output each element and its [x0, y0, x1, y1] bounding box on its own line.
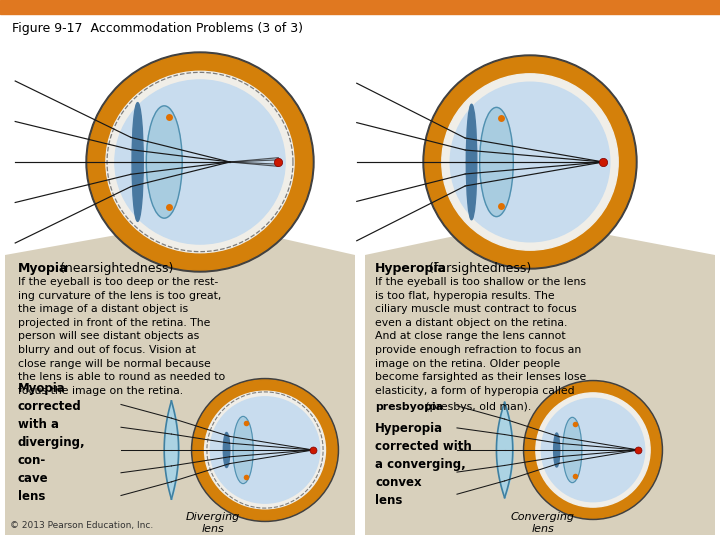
- Text: Hyperopia
corrected with
a converging,
convex
lens: Hyperopia corrected with a converging, c…: [375, 422, 472, 507]
- Text: (farsightedness): (farsightedness): [425, 262, 531, 275]
- Text: Hyperopia: Hyperopia: [375, 262, 447, 275]
- Ellipse shape: [204, 391, 325, 509]
- Bar: [0, 0, 720, 14]
- Ellipse shape: [86, 52, 314, 272]
- Text: Figure 9-17  Accommodation Problems (3 of 3): Figure 9-17 Accommodation Problems (3 of…: [12, 22, 303, 35]
- Text: presbyopia: presbyopia: [375, 402, 443, 412]
- Ellipse shape: [106, 71, 294, 253]
- Ellipse shape: [450, 82, 610, 242]
- Ellipse shape: [523, 381, 662, 519]
- Ellipse shape: [425, 57, 635, 267]
- Ellipse shape: [563, 417, 582, 483]
- Text: Myopia
corrected
with a
diverging,
con-
cave
lens: Myopia corrected with a diverging, con- …: [18, 382, 86, 503]
- Ellipse shape: [536, 393, 650, 507]
- Ellipse shape: [554, 433, 559, 467]
- Text: (nearsightedness): (nearsightedness): [56, 262, 174, 275]
- Ellipse shape: [541, 399, 644, 502]
- Polygon shape: [5, 220, 355, 535]
- Ellipse shape: [423, 55, 637, 269]
- Ellipse shape: [193, 380, 337, 520]
- Ellipse shape: [525, 382, 661, 518]
- Ellipse shape: [192, 379, 338, 522]
- Text: If the eyeball is too deep or the rest-
ing curvature of the lens is too great,
: If the eyeball is too deep or the rest- …: [18, 277, 225, 396]
- Text: © 2013 Pearson Education, Inc.: © 2013 Pearson Education, Inc.: [10, 521, 153, 530]
- Ellipse shape: [88, 54, 312, 270]
- Polygon shape: [365, 220, 715, 535]
- Ellipse shape: [132, 103, 143, 221]
- Ellipse shape: [442, 74, 618, 250]
- Text: Myopia: Myopia: [18, 262, 68, 275]
- Ellipse shape: [223, 433, 230, 468]
- Ellipse shape: [480, 107, 513, 217]
- Ellipse shape: [210, 397, 320, 503]
- Ellipse shape: [233, 416, 253, 484]
- Ellipse shape: [467, 104, 477, 220]
- Text: Diverging
lens: Diverging lens: [186, 512, 240, 535]
- Text: If the eyeball is too shallow or the lens
is too flat, hyperopia results. The
ci: If the eyeball is too shallow or the len…: [375, 277, 586, 396]
- Ellipse shape: [115, 80, 285, 244]
- Text: (presbys, old man).: (presbys, old man).: [422, 402, 531, 412]
- Ellipse shape: [146, 106, 182, 218]
- Text: Converging
lens: Converging lens: [511, 512, 575, 535]
